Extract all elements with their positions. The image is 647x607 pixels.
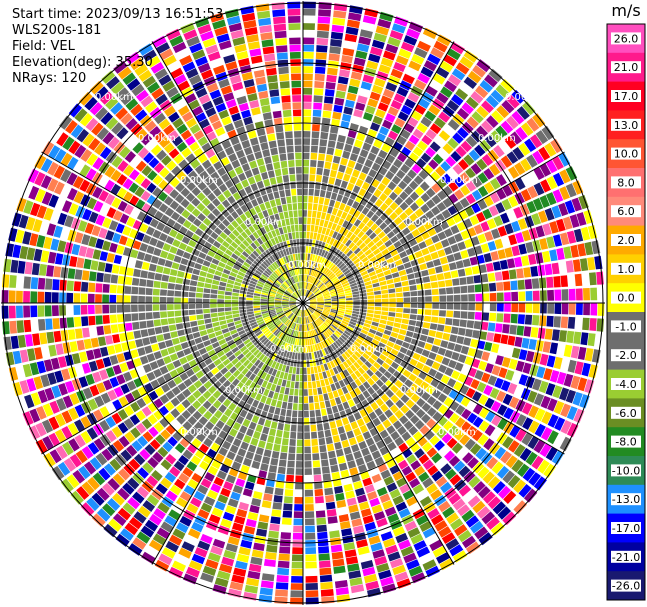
- range-label: 0.00km: [350, 344, 388, 355]
- range-label: 0.00km: [288, 260, 326, 271]
- colorbar-tick-label: -2.0: [615, 349, 636, 362]
- colorbar-tick-label: 10.0: [614, 148, 639, 161]
- range-label: 0.00km: [180, 427, 218, 438]
- colorbar-tick-label: -21.0: [612, 551, 640, 564]
- nrays-text: NRays: 120: [12, 71, 87, 86]
- colorbar-tick-label: 8.0: [617, 176, 635, 189]
- elevation-text: Elevation(deg): 35.30: [12, 55, 153, 70]
- ppi-scan-display: 0.00km 0.00km 0.00km 0.00km 0.00km 0.00km 0.00…: [1, 1, 605, 605]
- colorbar-tick-label: -4.0: [615, 378, 636, 391]
- field-text: Field: VEL: [12, 39, 75, 54]
- colorbar-tick-label: -26.0: [612, 580, 640, 593]
- colorbar-tick-label: 21.0: [614, 61, 639, 74]
- velocity-colorbar: m/s 26.0 21.0 17.0 13.0 10.0 8.0 6.0 2.0 1.0 0.0 -…: [606, 1, 646, 601]
- colorbar-tick-label: 6.0: [617, 205, 635, 218]
- colorbar-tick-label: 1.0: [617, 263, 635, 276]
- colorbar-tick-label: -17.0: [612, 522, 640, 535]
- colorbar-tick-label: -8.0: [615, 436, 636, 449]
- colorbar-unit: m/s: [611, 1, 640, 20]
- instrument-text: WLS200s-181: [12, 23, 102, 38]
- range-label: 0.00km: [438, 427, 476, 438]
- colorbar-tick-label: 0.0: [617, 292, 635, 305]
- range-label: 0.00km: [95, 92, 133, 103]
- colorbar-tick-label: -10.0: [612, 464, 640, 477]
- colorbar-tick-label: 2.0: [617, 234, 635, 247]
- colorbar-tick-label: -13.0: [612, 493, 640, 506]
- colorbar-tick-label: 13.0: [614, 119, 639, 132]
- colorbar-tick-label: -1.0: [615, 320, 636, 333]
- range-label: 0.00km: [138, 133, 176, 144]
- range-label: 0.00km: [405, 217, 443, 228]
- range-label: 0.00km: [180, 175, 218, 186]
- range-label: 0.00km: [270, 344, 308, 355]
- range-label: 0.00km: [478, 133, 516, 144]
- range-label: 0.00km: [440, 175, 478, 186]
- range-label: 0.00km: [358, 260, 396, 271]
- colorbar-tick-label: 17.0: [614, 90, 639, 103]
- range-label: 0.00km: [505, 92, 543, 103]
- colorbar-tick-label: -6.0: [615, 407, 636, 420]
- colorbar-tick-label: 26.0: [614, 32, 639, 45]
- range-label: 0.00km: [245, 217, 283, 228]
- azimuth-spokes: [1, 1, 605, 605]
- range-labels: 0.00km 0.00km 0.00km 0.00km 0.00km 0.00km 0.00…: [95, 92, 543, 438]
- start-time-text: Start time: 2023/09/13 16:51:53: [12, 7, 224, 22]
- range-label: 0.00km: [400, 385, 438, 396]
- range-label: 0.00km: [225, 385, 263, 396]
